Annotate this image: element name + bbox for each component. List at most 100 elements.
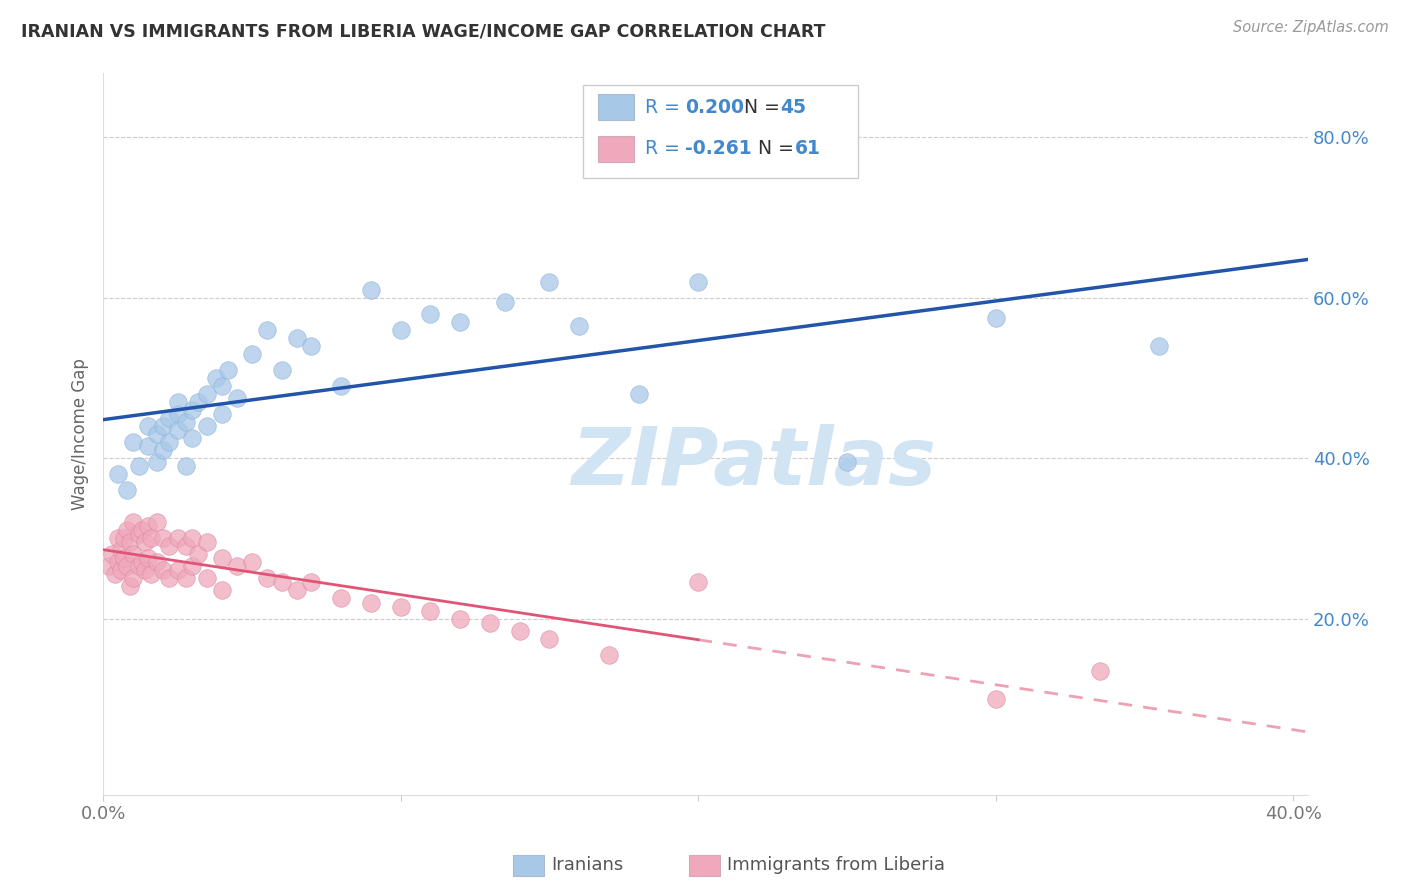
Point xyxy=(115,483,138,498)
Point xyxy=(157,411,180,425)
Point xyxy=(157,539,180,553)
Point xyxy=(152,443,174,458)
Y-axis label: Wage/Income Gap: Wage/Income Gap xyxy=(72,358,89,510)
Point xyxy=(110,543,132,558)
Text: R =: R = xyxy=(645,97,686,117)
Point xyxy=(494,294,516,309)
Point xyxy=(176,539,198,553)
Point xyxy=(1149,339,1171,353)
Point xyxy=(166,532,188,546)
Point xyxy=(136,551,159,566)
Point xyxy=(128,527,150,541)
Point xyxy=(419,307,441,321)
Point xyxy=(145,427,167,442)
Point xyxy=(217,363,239,377)
Point xyxy=(107,555,129,569)
Point xyxy=(389,323,412,337)
Text: 45: 45 xyxy=(780,97,806,117)
Text: 61: 61 xyxy=(794,139,820,159)
Text: Iranians: Iranians xyxy=(551,856,623,874)
Point xyxy=(152,563,174,577)
Point xyxy=(118,579,141,593)
Point xyxy=(195,571,218,585)
Point xyxy=(107,467,129,482)
Point xyxy=(181,431,204,445)
Point xyxy=(104,567,127,582)
Point xyxy=(1088,664,1111,678)
Point xyxy=(538,632,561,646)
Point xyxy=(240,555,263,569)
Text: R =: R = xyxy=(645,139,686,159)
Point xyxy=(688,275,710,289)
Point xyxy=(389,599,412,614)
Point xyxy=(131,555,153,569)
Point xyxy=(285,583,308,598)
Point xyxy=(152,532,174,546)
Text: Source: ZipAtlas.com: Source: ZipAtlas.com xyxy=(1233,20,1389,35)
Point xyxy=(226,559,249,574)
Point xyxy=(122,516,145,530)
Point xyxy=(195,387,218,401)
Text: 0.200: 0.200 xyxy=(685,97,744,117)
Point xyxy=(122,435,145,450)
Text: ZIPatlas: ZIPatlas xyxy=(571,424,936,502)
Point xyxy=(419,603,441,617)
Point xyxy=(136,419,159,434)
Point xyxy=(226,391,249,405)
Point xyxy=(101,547,124,561)
Point xyxy=(152,419,174,434)
Point xyxy=(118,535,141,549)
Point xyxy=(211,583,233,598)
Point xyxy=(509,624,531,638)
Point xyxy=(136,519,159,533)
Point xyxy=(134,563,156,577)
Point xyxy=(187,547,209,561)
Point xyxy=(115,524,138,538)
Point xyxy=(449,611,471,625)
Point xyxy=(145,555,167,569)
Point xyxy=(478,615,501,630)
Point xyxy=(211,551,233,566)
Point xyxy=(568,318,591,333)
Point xyxy=(166,563,188,577)
Point xyxy=(330,379,353,393)
Point xyxy=(835,455,858,469)
Point xyxy=(107,532,129,546)
Point xyxy=(134,535,156,549)
Text: N =: N = xyxy=(758,139,800,159)
Point xyxy=(157,571,180,585)
Point xyxy=(270,363,292,377)
Point xyxy=(128,559,150,574)
Text: -0.261: -0.261 xyxy=(685,139,751,159)
Point xyxy=(598,648,620,662)
Point xyxy=(240,347,263,361)
Point xyxy=(176,415,198,429)
Point xyxy=(176,571,198,585)
Point xyxy=(176,459,198,474)
Point xyxy=(139,567,162,582)
Point xyxy=(112,551,135,566)
Point xyxy=(181,532,204,546)
Point xyxy=(181,403,204,417)
Point xyxy=(211,379,233,393)
Point xyxy=(145,455,167,469)
Point xyxy=(136,439,159,453)
Point xyxy=(211,407,233,421)
Point xyxy=(187,395,209,409)
Point xyxy=(627,387,650,401)
Point xyxy=(115,559,138,574)
Point xyxy=(166,395,188,409)
Point xyxy=(270,575,292,590)
Point xyxy=(157,435,180,450)
Point xyxy=(110,563,132,577)
Point xyxy=(360,595,382,609)
Point xyxy=(205,371,228,385)
Point xyxy=(984,310,1007,325)
Point xyxy=(256,323,278,337)
Point xyxy=(256,571,278,585)
Point xyxy=(139,532,162,546)
Point xyxy=(538,275,561,289)
Point xyxy=(131,524,153,538)
Point xyxy=(984,691,1007,706)
Point xyxy=(112,532,135,546)
